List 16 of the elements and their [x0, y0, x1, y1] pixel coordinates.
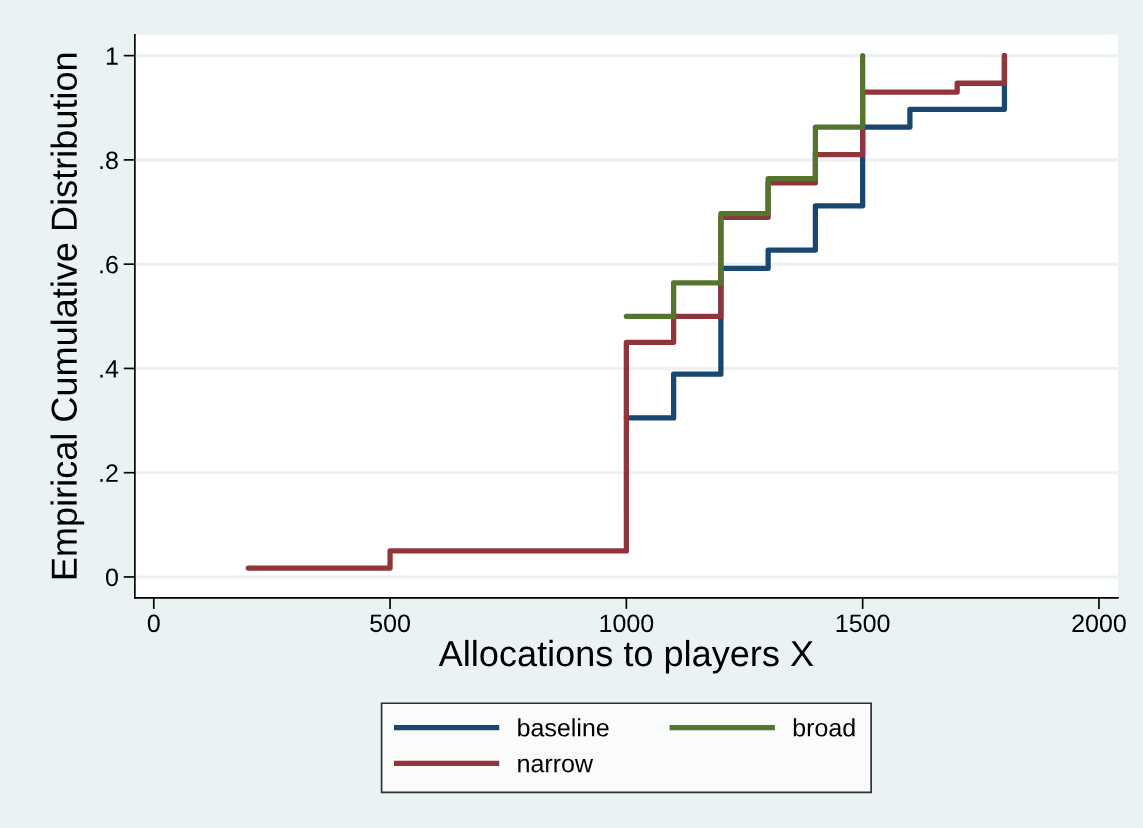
y-tick-label: .6 [100, 255, 118, 274]
y-tick-label: .2 [100, 464, 118, 482]
legend-label: broad [793, 718, 855, 737]
x-tick-label: 0 [147, 614, 160, 633]
y-tick-label: .8 [100, 151, 118, 170]
y-tick-label: 0 [105, 568, 118, 587]
x-tick-label: 2000 [1072, 614, 1126, 633]
legend-label: baseline [518, 718, 609, 737]
y-tick-label: 1 [106, 47, 118, 65]
y-axis-title: Empirical Cumulative Distribution [50, 53, 85, 579]
x-tick-label: 1500 [836, 614, 890, 633]
legend-label: narrow [518, 758, 594, 773]
x-tick-label: 500 [370, 614, 410, 633]
x-tick-label: 1000 [600, 614, 654, 633]
x-axis-title: Allocations to players X [438, 639, 814, 674]
y-tick-label: .4 [100, 360, 119, 378]
